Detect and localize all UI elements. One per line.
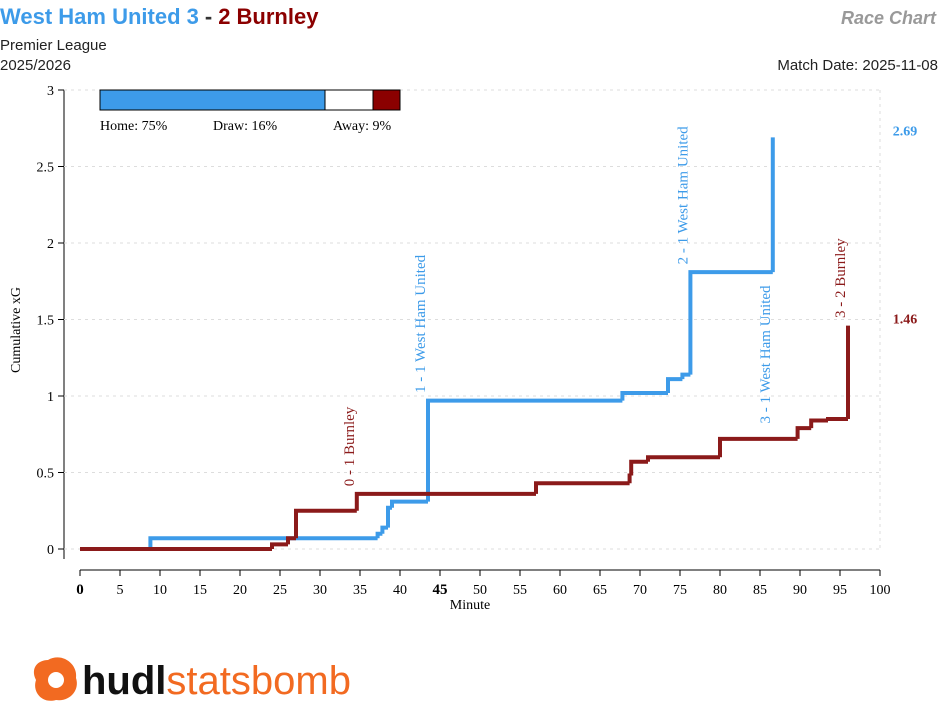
probability-segment: [324, 89, 374, 111]
xg-step: [534, 481, 630, 494]
x-tick-label: 90: [793, 583, 807, 598]
title-away: 2 Burnley: [218, 4, 319, 29]
x-tick-label: 25: [273, 583, 287, 598]
y-tick-label: 2: [47, 237, 54, 252]
xg-step: [680, 372, 691, 380]
goal-annotation: 1 - 1 West Ham United: [413, 254, 429, 393]
y-tick-label: 1.5: [37, 314, 55, 329]
logo-icon-hole: [48, 672, 64, 688]
goal-annotation: 3 - 1 West Ham United: [758, 285, 774, 424]
x-tick-label: 100: [870, 583, 891, 598]
x-tick-label: 55: [513, 583, 527, 598]
y-tick-label: 3: [47, 84, 54, 99]
x-tick-label: 45: [433, 582, 448, 598]
xg-step: [688, 270, 773, 375]
x-tick-label: 30: [313, 583, 327, 598]
probability-label: Home: 75%: [100, 119, 168, 134]
y-tick-label: 2.5: [37, 161, 55, 176]
xg-step: [390, 499, 428, 508]
logo-hudl: hudl: [82, 659, 166, 703]
xg-step: [666, 377, 683, 393]
x-tick-label: 35: [353, 583, 367, 598]
y-tick-label: 1: [47, 390, 54, 405]
xg-step: [426, 398, 623, 502]
goal-annotation: 3 - 2 Burnley: [833, 238, 849, 318]
xg-step: [620, 390, 668, 401]
x-tick-label: 80: [713, 583, 727, 598]
xg-step: [294, 508, 357, 539]
xg-step: [809, 418, 828, 429]
x-tick-label: 95: [833, 583, 847, 598]
xg-step: [375, 531, 383, 539]
y-axis-label: Cumulative xG: [9, 287, 24, 373]
x-tick-label: 5: [117, 583, 124, 598]
xg-step: [386, 505, 392, 528]
x-tick-label: 10: [153, 583, 167, 598]
title-home: West Ham United 3: [0, 4, 199, 29]
x-tick-label: 65: [593, 583, 607, 598]
xg-step: [286, 536, 296, 545]
xg-step: [354, 491, 536, 511]
chart-title: West Ham United 3-2 Burnley: [0, 4, 319, 29]
logo-statsbomb: statsbomb: [166, 659, 351, 703]
logo-text: hudlstatsbomb: [82, 659, 351, 703]
xg-step: [627, 473, 632, 484]
match-date: Match Date: 2025-11-08: [777, 57, 938, 74]
xg-step: [795, 426, 812, 439]
xg-step: [148, 536, 378, 549]
season: 2025/2026: [0, 57, 71, 74]
xg-step: [646, 455, 720, 462]
xg-step: [270, 542, 288, 549]
final-xg-label: 1.46: [893, 313, 918, 328]
x-tick-label: 0: [76, 582, 84, 598]
xg-step: [629, 459, 648, 476]
x-tick-label: 75: [673, 583, 687, 598]
x-tick-label: 70: [633, 583, 647, 598]
x-tick-label: 40: [393, 583, 407, 598]
x-tick-label: 50: [473, 583, 487, 598]
probability-segment: [99, 89, 326, 111]
x-tick-label: 15: [193, 583, 207, 598]
probability-label: Draw: 16%: [213, 119, 277, 134]
x-tick-label: 85: [753, 583, 767, 598]
probability-label: Away: 9%: [333, 119, 392, 134]
goal-annotation: 0 - 1 Burnley: [342, 406, 358, 486]
logo: hudlstatsbomb: [33, 657, 351, 703]
x-tick-label: 60: [553, 583, 567, 598]
y-tick-label: 0.5: [37, 467, 55, 482]
probability-segment: [372, 89, 401, 111]
goal-annotation: 2 - 1 West Ham United: [675, 126, 691, 265]
xg-step: [826, 416, 848, 421]
x-axis-label: Minute: [450, 598, 490, 613]
final-xg-label: 2.69: [893, 124, 918, 139]
x-tick-label: 20: [233, 583, 247, 598]
subtitle: Premier League: [0, 37, 107, 54]
xg-step: [718, 436, 798, 458]
chart-name: Race Chart: [841, 8, 937, 28]
xg-step: [380, 525, 388, 534]
title-separator: -: [205, 4, 212, 29]
y-tick-label: 0: [47, 543, 54, 558]
